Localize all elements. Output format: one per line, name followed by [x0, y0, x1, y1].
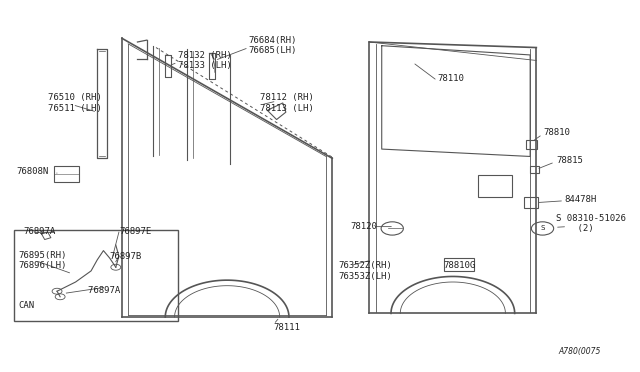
Text: S: S: [540, 225, 545, 231]
Text: S 08310-51026
    (2): S 08310-51026 (2): [556, 214, 626, 233]
Text: 78132 (RH)
78133 (LH): 78132 (RH) 78133 (LH): [178, 51, 232, 70]
Bar: [13, 230, 178, 321]
Text: CAN: CAN: [19, 301, 35, 311]
Text: 78810G: 78810G: [444, 261, 476, 270]
Text: 76352Z(RH)
76353Z(LH): 76352Z(RH) 76353Z(LH): [339, 261, 392, 280]
Text: 78810: 78810: [544, 128, 571, 137]
Text: 76897E: 76897E: [119, 227, 151, 236]
Bar: [477, 175, 511, 197]
Text: 76897A: 76897A: [23, 227, 55, 235]
Text: 84478H: 84478H: [564, 195, 596, 204]
Bar: [530, 166, 540, 173]
Text: 76808N: 76808N: [17, 167, 49, 176]
Text: 76897B: 76897B: [109, 252, 142, 262]
Text: 76895(RH)
76896(LH): 76895(RH) 76896(LH): [19, 251, 67, 270]
Text: 78111: 78111: [273, 323, 300, 331]
Text: 76897A: 76897A: [88, 286, 125, 295]
Bar: [444, 258, 474, 271]
Text: 78112 (RH)
78113 (LH): 78112 (RH) 78113 (LH): [260, 93, 314, 113]
Text: A780(0075: A780(0075: [559, 347, 601, 356]
Text: 78110: 78110: [437, 74, 464, 83]
Bar: [54, 166, 79, 182]
Text: 76684(RH)
76685(LH): 76684(RH) 76685(LH): [249, 36, 297, 55]
Bar: [526, 140, 537, 149]
Text: 76510 (RH)
76511 (LH): 76510 (RH) 76511 (LH): [48, 93, 102, 113]
Text: 78120: 78120: [351, 222, 378, 231]
Text: 78815: 78815: [556, 156, 583, 166]
Bar: [524, 197, 538, 208]
